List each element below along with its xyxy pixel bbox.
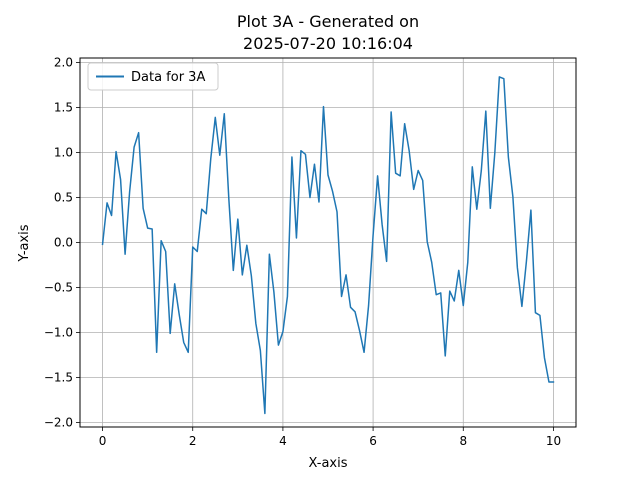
plot-area-frame bbox=[79, 57, 577, 428]
x-tick-label: 10 bbox=[546, 434, 561, 448]
series-line-0 bbox=[101, 76, 555, 415]
y-tick-label: 2.0 bbox=[54, 56, 73, 70]
x-tick-label: 2 bbox=[189, 434, 197, 448]
x-axis-label: X-axis bbox=[309, 456, 348, 471]
legend-label: Data for 3A bbox=[131, 70, 205, 85]
x-tick-label: 6 bbox=[369, 434, 377, 448]
axis-ticks: 0 2 4 6 8 10 −2.0 −1.5 −1.0 −0.5 0.0 0.5 1.0 1.5 2.0 bbox=[44, 56, 561, 449]
y-tick-label: 0.5 bbox=[54, 191, 73, 205]
legend-box bbox=[87, 62, 219, 91]
y-tick-label: −2.0 bbox=[44, 416, 73, 430]
x-tick-label: 4 bbox=[279, 434, 287, 448]
y-tick-label: −0.5 bbox=[44, 281, 73, 295]
y-tick-label: 1.0 bbox=[54, 146, 73, 160]
y-tick-label: −1.0 bbox=[44, 326, 73, 340]
y-tick-label: 1.5 bbox=[54, 101, 73, 115]
x-tick-label: 8 bbox=[459, 434, 467, 448]
y-tick-label: −1.5 bbox=[44, 371, 73, 385]
series-group bbox=[101, 76, 555, 415]
chart-title-line1: Plot 3A - Generated on bbox=[237, 12, 419, 31]
grid-lines bbox=[80, 58, 576, 427]
legend: Data for 3A bbox=[87, 62, 219, 91]
x-tick-label: 0 bbox=[99, 434, 107, 448]
y-axis-label: Y-axis bbox=[17, 224, 32, 262]
chart-title-line2: 2025-07-20 10:16:04 bbox=[243, 34, 413, 53]
y-tick-label: 0.0 bbox=[54, 236, 73, 250]
